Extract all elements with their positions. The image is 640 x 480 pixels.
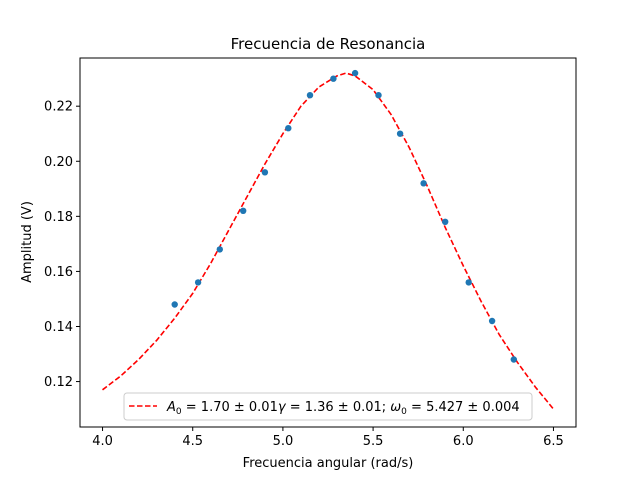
data-point bbox=[465, 279, 472, 286]
data-point bbox=[330, 75, 337, 82]
y-axis: 0.12 0.14 0.16 0.18 0.20 0.22 bbox=[44, 100, 80, 390]
x-tick-label: 4.5 bbox=[182, 434, 203, 449]
data-point bbox=[420, 180, 427, 187]
y-tick-label: 0.20 bbox=[44, 155, 73, 170]
x-tick-label: 5.5 bbox=[363, 434, 384, 449]
plot-area bbox=[102, 69, 555, 410]
data-point bbox=[216, 246, 223, 253]
y-axis-label: Amplitud (V) bbox=[20, 201, 35, 283]
chart-title: Frecuencia de Resonancia bbox=[231, 35, 426, 53]
axes-frame bbox=[79, 57, 577, 428]
legend-label: A0 = 1.70 ± 0.01γ = 1.36 ± 0.01; ω0 = 5.… bbox=[166, 400, 520, 417]
x-tick-label: 6.0 bbox=[453, 434, 474, 449]
y-tick-label: 0.22 bbox=[44, 100, 73, 115]
x-tick-label: 6.5 bbox=[543, 434, 564, 449]
data-point bbox=[240, 207, 247, 214]
data-point bbox=[351, 69, 359, 77]
data-point bbox=[306, 92, 314, 99]
data-point bbox=[285, 125, 292, 132]
x-axis-label: Frecuencia angular (rad/s) bbox=[243, 456, 414, 471]
data-point bbox=[261, 169, 269, 176]
y-tick-label: 0.16 bbox=[44, 265, 73, 280]
data-point bbox=[396, 130, 404, 137]
y-tick-label: 0.12 bbox=[44, 375, 73, 390]
data-point bbox=[442, 218, 449, 225]
y-tick-label: 0.14 bbox=[44, 320, 73, 335]
fit-curve bbox=[102, 72, 555, 410]
data-point bbox=[171, 301, 178, 308]
x-tick-label: 4.0 bbox=[92, 434, 113, 449]
x-tick-label: 5.0 bbox=[273, 434, 294, 449]
data-point bbox=[375, 92, 382, 99]
x-axis: 4.0 4.5 5.0 5.5 6.0 6.5 bbox=[92, 427, 564, 449]
y-tick-label: 0.18 bbox=[44, 210, 73, 225]
data-point bbox=[488, 317, 496, 325]
legend-box bbox=[123, 392, 533, 421]
legend: A0 = 1.70 ± 0.01γ = 1.36 ± 0.01; ω0 = 5.… bbox=[123, 392, 533, 421]
data-point bbox=[194, 279, 202, 286]
data-point bbox=[510, 356, 517, 363]
